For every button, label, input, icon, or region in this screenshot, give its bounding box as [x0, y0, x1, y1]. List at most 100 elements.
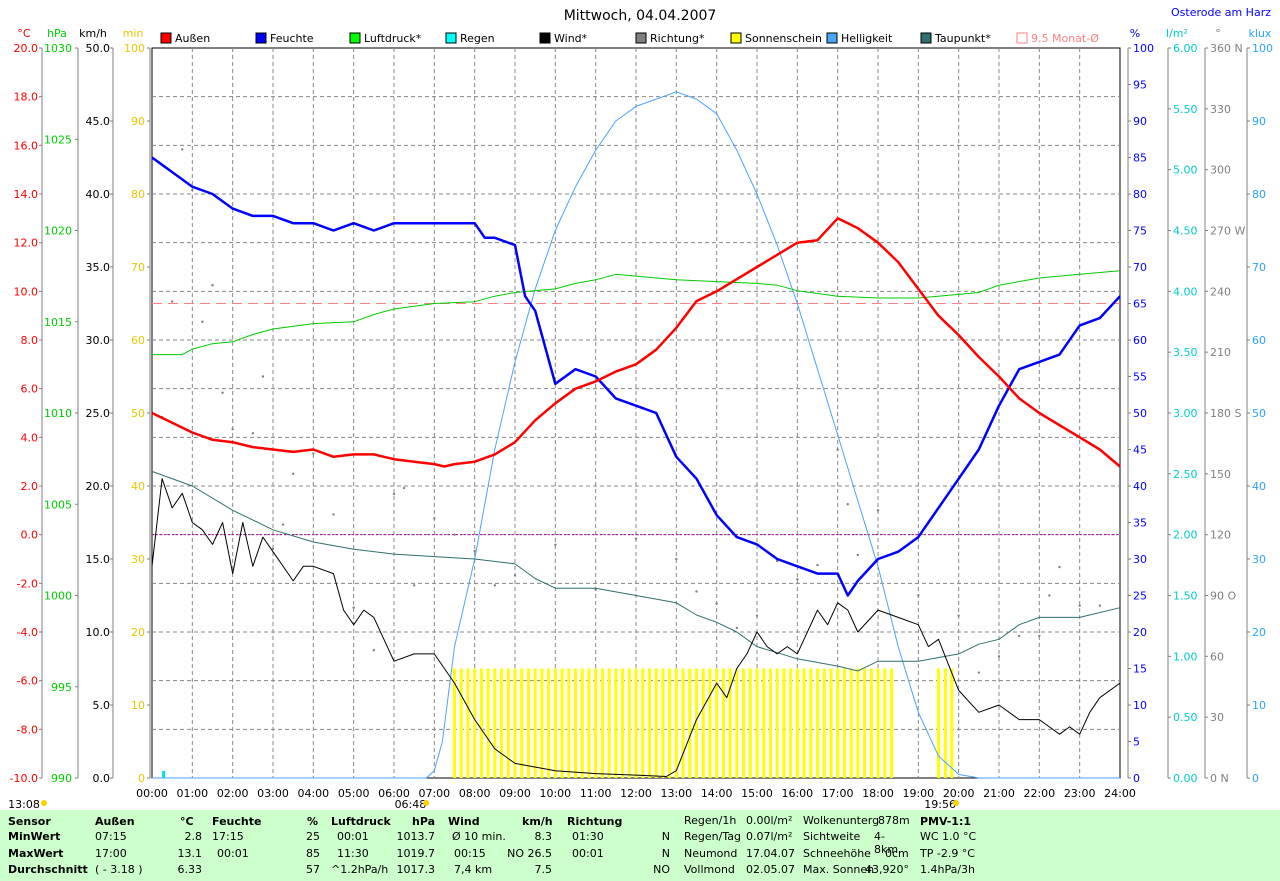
tick-label-lux: 10 [1252, 699, 1266, 712]
tick-label-humidity: 40 [1133, 480, 1147, 493]
stats-cell: 11:30 [337, 847, 369, 860]
direction-point [715, 602, 718, 605]
direction-point [392, 492, 396, 496]
axis-unit-humidity: % [1130, 27, 1140, 40]
stats-label-max: MaxWert [8, 847, 64, 860]
direction-point [170, 300, 174, 303]
tick-label-direction: 360 N [1210, 42, 1243, 55]
tick-label-temp: -6.0 [17, 675, 38, 688]
direction-point [836, 448, 839, 451]
sunshine-bar [789, 668, 793, 778]
sunshine-bar [500, 668, 504, 778]
sunshine-bar [836, 668, 840, 778]
tick-label-direction: 30 [1210, 711, 1224, 724]
sunshine-bar [849, 668, 853, 778]
stats-header-row: Sensor Außen °C Feuchte % Luftdruck hPa … [0, 814, 1280, 830]
time-tick-label: 01:00 [176, 787, 208, 800]
tick-label-humidity: 65 [1133, 298, 1147, 311]
time-tick-label: 18:00 [862, 787, 894, 800]
sunshine-bar [506, 668, 510, 778]
tick-label-humidity: 15 [1133, 663, 1147, 676]
tick-label-lux: 100 [1252, 42, 1273, 55]
legend-label: Richtung* [650, 32, 705, 45]
sunshine-bar [600, 668, 604, 778]
tick-label-temp: 4.0 [21, 431, 39, 444]
stats-cell: 1013.7 [396, 830, 436, 843]
tick-label-humidity: 60 [1133, 334, 1147, 347]
tick-label-sun: 60 [131, 334, 145, 347]
stats-header-feuchte: Feuchte [212, 815, 262, 828]
stats-cell: 17:15 [212, 830, 244, 843]
direction-point [201, 320, 204, 323]
time-tick-label: 10:00 [539, 787, 571, 800]
tick-label-pressure: 1010 [44, 407, 72, 420]
tick-label-rain: 6.00 [1173, 42, 1198, 55]
tick-label-sun: 70 [131, 261, 145, 274]
stats-cell: 2.8 [184, 830, 203, 843]
tick-label-pressure: 1015 [44, 316, 72, 329]
sunshine-bar [809, 668, 813, 778]
tick-label-humidity: 50 [1133, 407, 1147, 420]
tick-label-rain: 1.00 [1173, 650, 1198, 663]
tick-label-pressure: 990 [51, 772, 72, 785]
sunshine-bar [513, 668, 517, 778]
sunshine-bar [863, 668, 867, 778]
axis-unit-wind: km/h [79, 27, 107, 40]
stats-cell: 00:01 [572, 847, 604, 860]
tick-label-wind: 40.0 [86, 188, 111, 201]
tick-label-sun: 100 [124, 42, 145, 55]
axis-unit-pressure: hPa [47, 27, 67, 40]
sunshine-bar [681, 668, 685, 778]
stats-unit-wind: km/h [522, 815, 553, 828]
tick-label-wind: 15.0 [86, 553, 111, 566]
tick-label-temp: -4.0 [17, 626, 38, 639]
sunshine-bar [883, 668, 887, 778]
tick-label-temp: 18.0 [14, 91, 39, 104]
sunshine-bar [587, 668, 591, 778]
sunshine-bar [641, 668, 645, 778]
sunshine-bar [526, 668, 530, 778]
tick-label-sun: 20 [131, 626, 145, 639]
stats-cell: 17:00 [95, 847, 127, 860]
stats-extra-block: Regen/1h 0.00l/m² Regen/Tag 0.07l/m² Neu… [678, 814, 910, 880]
stats-header-wind: Wind [448, 815, 480, 828]
direction-point [191, 188, 194, 192]
stats-cell: 4-8km [874, 830, 899, 856]
sun-event-marker-moonrise [41, 800, 47, 806]
tick-label-lux: 20 [1252, 626, 1266, 639]
sunshine-bar [533, 668, 537, 778]
stats-cell: ( - 3.18 ) [95, 863, 143, 876]
legend-label: Feuchte [270, 32, 314, 45]
sunshine-bar [755, 668, 759, 778]
direction-point [796, 578, 799, 581]
stats-cell: N [661, 830, 670, 843]
stats-cell: N [661, 847, 670, 860]
tick-label-rain: 3.00 [1173, 407, 1198, 420]
legend-label: Helligkeit [841, 32, 893, 45]
tick-label-rain: 0.00 [1173, 772, 1198, 785]
tick-label-wind: 5.0 [93, 699, 111, 712]
sunshine-bar [634, 668, 638, 778]
stats-row-avg: Durchschnitt ( - 3.18 ) 6.33 57 ^1.2hPa/… [0, 862, 1280, 878]
time-tick-label: 21:00 [983, 787, 1015, 800]
sunshine-bar [647, 668, 651, 778]
direction-point [1048, 594, 1051, 597]
stats-cell: 01:30 [572, 830, 604, 843]
tick-label-sun: 80 [131, 188, 145, 201]
sunshine-bar [708, 668, 712, 778]
sunshine-bar [466, 668, 470, 778]
sun-event-sunset: 19:56 [924, 798, 956, 810]
tick-label-sun: 50 [131, 407, 145, 420]
tick-label-sun: 40 [131, 480, 145, 493]
tick-label-pressure: 1025 [44, 133, 72, 146]
sunshine-bar [661, 668, 665, 778]
sunshine-bar [802, 668, 806, 778]
tick-label-temp: -10.0 [10, 772, 38, 785]
stats-label-avg: Durchschnitt [8, 863, 88, 876]
tick-label-rain: 1.50 [1173, 590, 1198, 603]
axis-unit-temp: °C [17, 27, 31, 40]
stats-header-luftdruck: Luftdruck [331, 815, 391, 828]
direction-point [221, 391, 224, 394]
direction-point [957, 614, 960, 617]
